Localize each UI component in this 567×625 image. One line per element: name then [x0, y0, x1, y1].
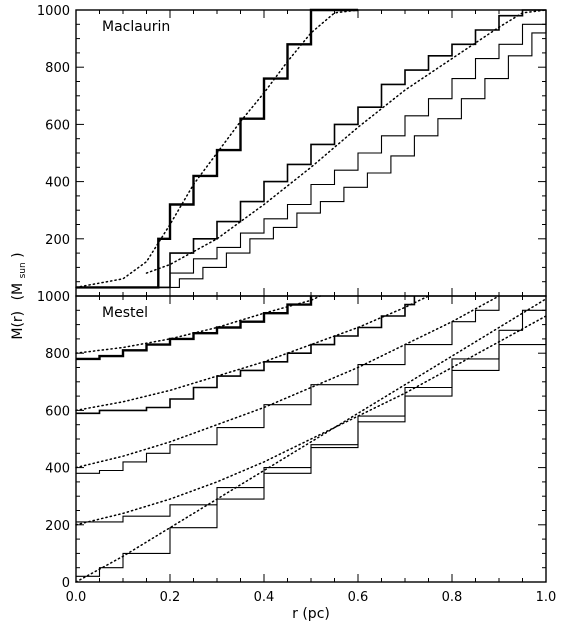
maclaurin-series-group: [75, 8, 547, 289]
mestel-y-tick-label: 0: [62, 576, 70, 591]
mestel-panel-label: Mestel: [102, 305, 148, 321]
y-axis-label: M(r) (M sun ): [10, 252, 29, 339]
mestel-series-8-step: [76, 296, 547, 577]
y-axis-label-main: M(r): [10, 311, 26, 340]
mestel-series-3-dotted: [75, 295, 430, 412]
mestel-y-tick-label: 600: [45, 404, 70, 419]
maclaurin-y-tick-label: 400: [45, 176, 70, 191]
maclaurin-ticks: 200 400 600 800 1000: [37, 4, 547, 297]
maclaurin-y-tick-label: 1000: [37, 4, 70, 19]
mestel-series-1-dotted: [75, 295, 322, 354]
x-tick-label: 0.4: [254, 590, 275, 605]
mestel-series-9-dotted: [75, 298, 547, 583]
mestel-series-4-step: [76, 296, 500, 474]
y-axis-label-unit-sub: sun: [18, 262, 28, 278]
maclaurin-y-tick-label: 200: [45, 233, 70, 248]
maclaurin-panel: 200 400 600 800 1000 Maclaurin: [37, 4, 547, 297]
maclaurin-series-2-step: [76, 9, 546, 289]
maclaurin-series-5-step: [76, 10, 547, 288]
maclaurin-series-3-dotted: [145, 9, 547, 274]
y-axis-label-unit-close: ): [10, 252, 26, 257]
x-tick-label: 0.0: [66, 590, 87, 605]
x-axis-label: r (pc): [292, 606, 330, 622]
y-axis-label-unit-open: (M: [10, 283, 26, 301]
x-tick-label: 1.0: [536, 590, 557, 605]
maclaurin-y-tick-label: 600: [45, 118, 70, 133]
maclaurin-series-0-step: [76, 8, 358, 289]
x-tick-label: 0.8: [442, 590, 463, 605]
maclaurin-y-tick-label: 800: [45, 61, 70, 76]
mestel-y-tick-label: 200: [45, 519, 70, 534]
mestel-series-group: [75, 295, 547, 583]
mestel-series-5-dotted: [75, 295, 500, 469]
maclaurin-series-1-dotted: [75, 9, 359, 289]
maclaurin-series-4-step: [76, 10, 547, 288]
mestel-y-tick-label: 800: [45, 347, 70, 362]
mestel-y-tick-label: 400: [45, 462, 70, 477]
mestel-y-tick-label: 1000: [37, 290, 70, 305]
x-tick-label: 0.2: [160, 590, 181, 605]
maclaurin-panel-label: Maclaurin: [102, 19, 170, 35]
mestel-ticks: 0 200 400 600 800 1000 0.0 0.2 0.4 0.6 0.8 1.0: [37, 290, 556, 605]
x-tick-label: 0.6: [348, 590, 369, 605]
mestel-panel: 0 200 400 600 800 1000 0.0 0.2 0.4 0.6 0.8 1.0 Mest…: [37, 290, 556, 605]
